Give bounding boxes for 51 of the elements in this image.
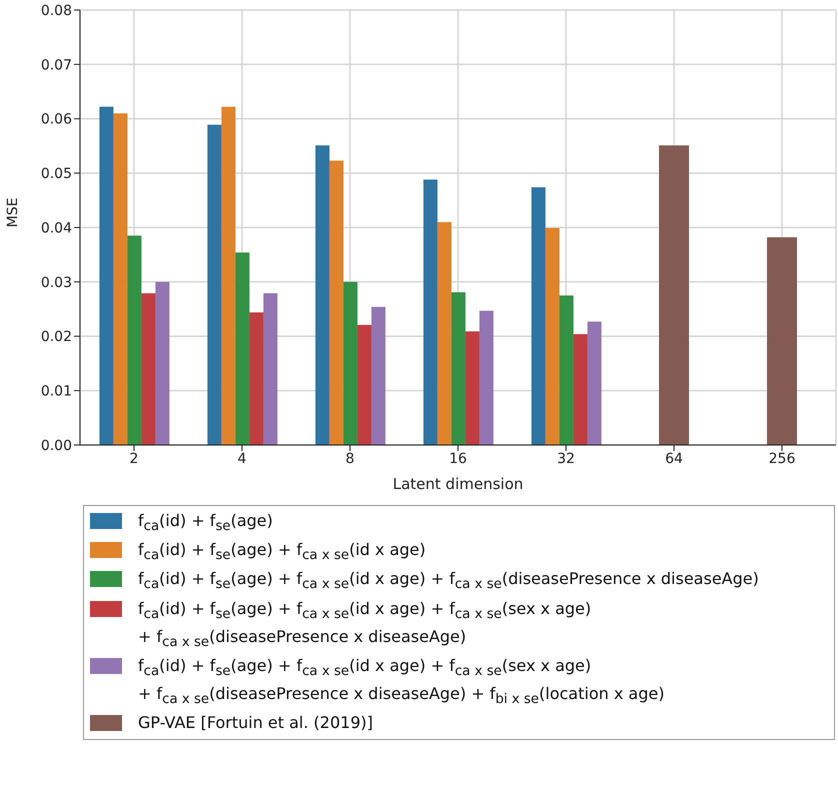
bar xyxy=(207,124,222,445)
text: f$_{ca}$(id) + f$_{se}$(age) + f$_{ca x se}$(id x age) + f$_{ca x se}$(diseasePresence x diseaseAge) xyxy=(138,569,759,593)
y-tick-label: 0.05 xyxy=(40,166,72,182)
y-tick-label: 0.01 xyxy=(40,384,72,400)
y-tick-label: 0.03 xyxy=(40,274,72,291)
bar xyxy=(113,113,128,445)
bar xyxy=(587,322,602,445)
bar xyxy=(451,292,466,445)
bar xyxy=(767,237,797,445)
y-axis-title: MSE xyxy=(4,198,21,228)
bar xyxy=(127,236,142,445)
bar xyxy=(423,180,438,445)
bar xyxy=(141,293,156,445)
text: f$_{ca}$(id) + f$_{se}$(age) + f$_{ca x se}$(id x age) + f$_{ca x se}$(sex x age) + f$_{ca x se}$(diseasePresence x diseaseAge) xyxy=(138,598,592,650)
bar xyxy=(315,145,330,445)
bar xyxy=(573,334,588,445)
y-tick-label: 0.08 xyxy=(40,2,72,19)
bar xyxy=(99,106,114,445)
x-axis-title: Latent dimension xyxy=(392,475,524,493)
bar xyxy=(357,324,372,445)
bar xyxy=(465,331,480,445)
text: f$_{ca}$(id) + f$_{se}$(age) + f$_{ca x se}$(id x age) + f$_{ca x se}$(sex x age) + f$_{ca x se}$(diseasePresence x diseaseAge) + f$_{bi x se}$(location x age) xyxy=(138,656,664,708)
x-tick-label: 16 xyxy=(449,450,467,467)
y-tick-label: 0.04 xyxy=(40,220,72,236)
bar xyxy=(155,282,170,445)
x-tick-label: 2 xyxy=(130,450,138,467)
bar xyxy=(545,228,560,445)
x-tick-label: 4 xyxy=(238,450,247,467)
legend-label: f$_{ca}$(id) + f$_{se}$(age) + f$_{ca x se}$(id x age) xyxy=(138,539,426,566)
bar xyxy=(235,252,250,445)
bar xyxy=(329,160,344,445)
x-tick-label: 64 xyxy=(665,450,683,467)
bar xyxy=(437,222,452,445)
y-tick-label: 0.00 xyxy=(40,438,72,454)
bar xyxy=(221,106,236,445)
bar xyxy=(249,312,264,445)
bar xyxy=(659,145,689,445)
bar xyxy=(343,282,358,445)
legend-label: f$_{ca}$(id) + f$_{se}$(age) xyxy=(138,510,273,536)
x-tick-label: 8 xyxy=(346,450,354,467)
bar xyxy=(531,187,546,445)
bar xyxy=(559,295,574,445)
bar xyxy=(263,293,278,445)
x-tick-label: 32 xyxy=(557,450,575,467)
y-tick-label: 0.06 xyxy=(40,112,72,128)
bar xyxy=(371,306,386,445)
y-tick-label: 0.02 xyxy=(40,329,72,346)
legend-label: GP-VAE [Fortuin et al. (2019)] xyxy=(138,712,373,734)
x-tick-label: 256 xyxy=(768,450,796,467)
y-tick-label: 0.07 xyxy=(40,57,72,74)
bar xyxy=(479,310,494,445)
